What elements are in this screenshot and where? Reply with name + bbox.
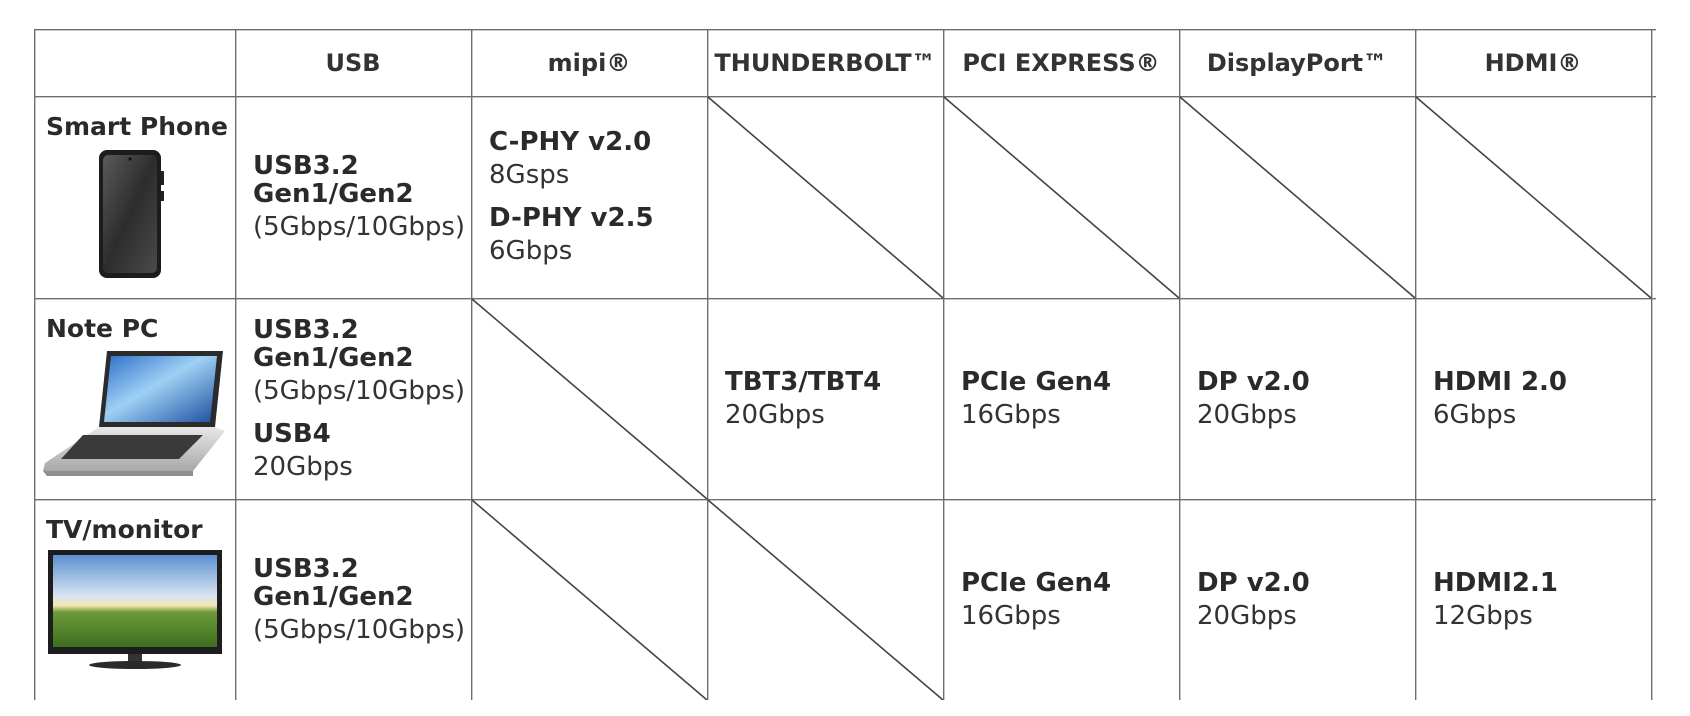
spec-group: D-PHY v2.5 6Gbps [489,202,707,268]
spec-cell: USB3.2 Gen1/Gen2 (5Gbps/10Gbps) [235,499,471,700]
spec-group: Gen1/Gen2 (5Gbps/10Gbps) [253,342,471,408]
spec-group: USB4 20Gbps [253,418,471,484]
spec-name: USB3.2 [253,553,359,584]
spec-cell: PCIe Gen4 16Gbps [943,298,1179,499]
spec-rate: (5Gbps/10Gbps) [253,375,466,406]
spec-group: PCIe Gen4 16Gbps [961,366,1179,432]
spec-cell: C-PHY v2.0 8Gsps D-PHY v2.5 6Gbps [471,96,707,298]
spec-rate: 20Gbps [1197,600,1297,631]
spec-rate: 16Gbps [961,399,1061,430]
smartphone-icon-part [161,191,164,201]
spec-group: PCIe Gen4 16Gbps [961,567,1179,633]
spec-group: USB3.2 [253,150,471,183]
laptop-icon [43,351,225,476]
interface-comparison-table: USB mipi® THUNDERBOLT™ PCI EXPRESS® DisplayP… [34,29,1656,700]
spec-cell: DP v2.0 20Gbps [1179,298,1415,499]
spec-name: USB4 [253,418,331,449]
spec-group: USB3.2 [253,314,471,347]
spec-group: Gen1/Gen2 (5Gbps/10Gbps) [253,178,471,244]
column-header: THUNDERBOLT™ [714,48,936,77]
not-applicable-diagonal [471,298,708,500]
spec-name: D-PHY v2.5 [489,203,654,233]
spec-rate: (5Gbps/10Gbps) [253,212,466,242]
laptop-icon-part [43,471,193,476]
not-applicable-diagonal [707,499,944,700]
not-applicable-diagonal [1179,96,1416,299]
spec-cell: HDMI2.1 12Gbps [1415,499,1651,700]
spec-name: TBT3/TBT4 [725,366,882,397]
not-applicable-diagonal [1415,96,1652,299]
spec-rate: 16Gbps [961,600,1061,631]
spec-group: TBT3/TBT4 20Gbps [725,366,943,432]
spec-name: HDMI2.1 [1433,567,1558,598]
spec-name: USB3.2 [253,314,359,345]
device-label: Smart Phone [46,112,228,141]
column-header: HDMI® [1484,48,1582,77]
column-header: DisplayPort™ [1206,48,1388,77]
smartphone-icon-part [161,171,164,185]
laptop-icon-part [61,435,203,459]
spec-rate: (5Gbps/10Gbps) [253,614,466,645]
spec-group: DP v2.0 20Gbps [1197,366,1415,432]
spec-group: C-PHY v2.0 8Gsps [489,126,707,192]
spec-rate: 20Gbps [1197,399,1297,430]
spec-group: USB3.2 [253,553,471,586]
spec-rate: 6Gbps [1433,399,1517,430]
spec-group: Gen1/Gen2 (5Gbps/10Gbps) [253,581,471,647]
spec-rate: 12Gbps [1433,600,1533,631]
spec-name: Gen1/Gen2 [253,581,414,612]
smartphone-icon-part [128,157,132,161]
table-grid [34,29,1656,700]
spec-cell: PCIe Gen4 16Gbps [943,499,1179,700]
not-applicable-diagonal [943,96,1180,299]
spec-cell: USB3.2 Gen1/Gen2 (5Gbps/10Gbps) [235,96,471,298]
not-applicable-diagonal [707,96,944,299]
smartphone-icon-part [103,155,157,273]
spec-cell: TBT3/TBT4 20Gbps [707,298,943,499]
column-header: mipi® [547,48,631,77]
spec-name: C-PHY v2.0 [489,127,652,157]
not-applicable-diagonal [471,499,708,700]
laptop-icon-part [104,356,217,422]
tv-monitor-icon-part [128,654,142,662]
spec-cell: USB3.2 Gen1/Gen2 (5Gbps/10Gbps) USB4 20Gbps [235,298,471,499]
spec-name: USB3.2 [253,151,359,181]
device-label: TV/monitor [46,515,203,544]
spec-group: HDMI 2.0 6Gbps [1433,366,1651,432]
spec-rate: 6Gbps [489,236,573,266]
spec-name: Gen1/Gen2 [253,179,414,209]
spec-name: DP v2.0 [1197,567,1310,598]
spec-group: HDMI2.1 12Gbps [1433,567,1651,633]
tv-monitor-icon-part [53,555,217,647]
column-header: PCI EXPRESS® [962,48,1160,77]
spec-rate: 8Gsps [489,160,570,190]
column-header: USB [325,48,381,77]
spec-cell: DP v2.0 20Gbps [1179,499,1415,700]
tv-monitor-icon [48,550,222,669]
spec-name: DP v2.0 [1197,366,1310,397]
tv-monitor-icon-part [89,661,181,669]
spec-name: HDMI 2.0 [1433,366,1567,397]
spec-group: DP v2.0 20Gbps [1197,567,1415,633]
spec-name: Gen1/Gen2 [253,342,414,373]
spec-name: PCIe Gen4 [961,366,1112,397]
spec-name: PCIe Gen4 [961,567,1112,598]
spec-rate: 20Gbps [725,399,825,430]
spec-cell: HDMI 2.0 6Gbps [1415,298,1651,499]
spec-rate: 20Gbps [253,451,353,482]
smartphone-icon [99,150,164,278]
device-label: Note PC [46,314,159,343]
